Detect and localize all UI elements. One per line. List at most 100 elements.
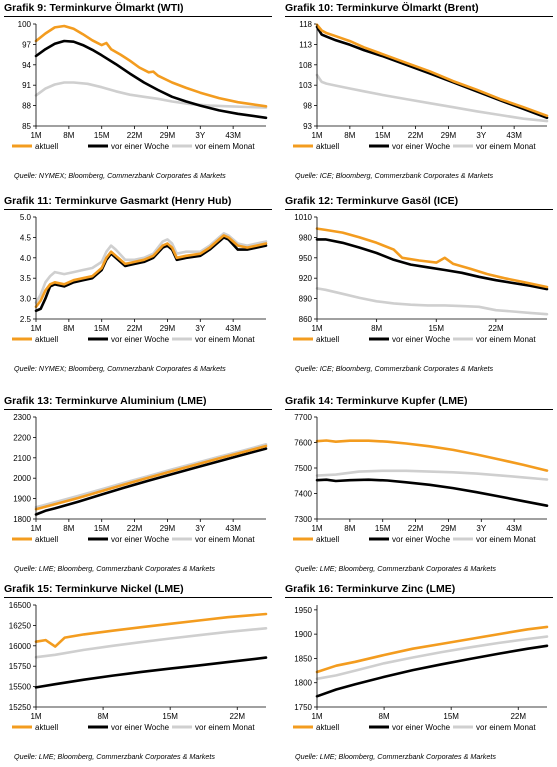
legend-label: aktuell: [316, 535, 339, 544]
y-tick-label: 4.0: [20, 254, 32, 263]
x-tick-label: 22M: [510, 712, 526, 721]
y-tick-label: 15250: [9, 703, 32, 712]
x-tick-label: 29M: [160, 524, 176, 533]
x-tick-label: 1M: [30, 524, 41, 533]
series-line: [34, 447, 268, 516]
y-tick-label: 15750: [9, 662, 32, 671]
chart-title: Grafik 14: Terminkurve Kupfer (LME): [285, 395, 553, 410]
y-tick-label: 7500: [294, 464, 312, 473]
series-line: [34, 234, 268, 309]
legend-label: aktuell: [35, 723, 58, 732]
x-tick-label: 29M: [160, 131, 176, 140]
series-line: [315, 644, 549, 698]
x-tick-label: 8M: [98, 712, 109, 721]
x-tick-label: 1M: [30, 712, 41, 721]
grafik-label: Grafik: [4, 195, 35, 207]
chart-number: 15:: [37, 583, 53, 595]
x-tick-label: 43M: [225, 524, 241, 533]
chart-number: 13:: [37, 395, 53, 407]
x-tick-label: 15M: [94, 131, 110, 140]
y-tick-label: 113: [299, 40, 312, 49]
x-tick-label: 3Y: [195, 524, 205, 533]
x-tick-label: 8M: [379, 712, 390, 721]
y-tick-label: 118: [299, 20, 312, 29]
legend-label: aktuell: [35, 535, 58, 544]
chart-number: 16:: [318, 583, 334, 595]
y-tick-label: 2.5: [20, 315, 32, 324]
y-tick-label: 1900: [13, 495, 31, 504]
y-tick-label: 16000: [9, 642, 32, 651]
x-tick-label: 3Y: [476, 524, 486, 533]
series-line: [315, 287, 549, 316]
chart-title-text: Terminkurve Kupfer (LME): [336, 395, 468, 407]
chart-title-text: Terminkurve Zinc (LME): [336, 583, 456, 595]
series-line: [315, 238, 549, 291]
chart-svg: 15250 15500 15750 16000 16250 16500 1M 8M 15M 22M…: [9, 601, 268, 732]
y-tick-label: 108: [299, 61, 313, 70]
chart-source: Quelle: LME; Bloomberg, Commerzbank Corp…: [14, 564, 215, 573]
series-line: [34, 627, 268, 659]
x-tick-label: 29M: [160, 324, 176, 333]
chart-title-text: Terminkurve Ölmarkt (WTI): [49, 2, 184, 14]
chart-number: 12:: [318, 195, 334, 207]
x-tick-label: 3Y: [195, 324, 205, 333]
x-tick-label: 8M: [371, 324, 382, 333]
series-line: [315, 625, 549, 674]
x-tick-label: 43M: [225, 324, 241, 333]
x-tick-label: 8M: [344, 131, 355, 140]
y-tick-label: 920: [299, 274, 313, 283]
x-tick-label: 15M: [375, 524, 391, 533]
legend-label: aktuell: [316, 335, 339, 344]
y-tick-label: 980: [299, 233, 313, 242]
x-tick-label: 8M: [63, 324, 74, 333]
x-tick-label: 15M: [94, 524, 110, 533]
y-tick-label: 1750: [294, 703, 312, 712]
y-tick-label: 103: [299, 81, 313, 90]
y-tick-label: 1900: [294, 630, 312, 639]
y-tick-label: 860: [299, 315, 313, 324]
series-line: [315, 478, 549, 507]
series-line: [34, 24, 268, 108]
y-tick-label: 16250: [9, 621, 32, 630]
x-tick-label: 3Y: [195, 131, 205, 140]
chart-title: Grafik 9: Terminkurve Ölmarkt (WTI): [4, 2, 272, 17]
legend-label: vor einer Woche: [392, 535, 451, 544]
series-line: [34, 656, 268, 689]
x-tick-label: 8M: [344, 524, 355, 533]
x-tick-label: 15M: [375, 131, 391, 140]
series-line: [34, 39, 268, 120]
x-tick-label: 43M: [506, 131, 522, 140]
x-tick-label: 15M: [94, 324, 110, 333]
x-tick-label: 43M: [506, 524, 522, 533]
x-tick-label: 1M: [311, 524, 322, 533]
chart-source: Quelle: LME; Bloomberg, Commerzbank Corp…: [14, 752, 215, 761]
legend-label: aktuell: [35, 335, 58, 344]
chart-source: Quelle: NYMEX; Bloomberg, Commerzbank Co…: [14, 364, 226, 373]
chart-svg: 1750 1800 1850 1900 1950 1M 8M 15M 22M aktuell vor…: [293, 605, 549, 732]
legend-label: vor einem Monat: [195, 535, 255, 544]
y-tick-label: 4.5: [20, 233, 32, 242]
x-tick-label: 1M: [311, 324, 322, 333]
grafik-label: Grafik: [4, 583, 35, 595]
y-tick-label: 3.5: [20, 274, 32, 283]
y-tick-label: 1950: [294, 606, 312, 615]
chart-title: Grafik 16: Terminkurve Zinc (LME): [285, 583, 553, 598]
y-tick-label: 100: [18, 20, 32, 29]
chart-title: Grafik 12: Terminkurve Gasöl (ICE): [285, 195, 553, 210]
chart-source: Quelle: ICE; Bloomberg, Commerzbank Corp…: [295, 364, 494, 373]
chart-svg: 93 98 103 108 113 118 1M 8M 15M 22M 29M 3Y 43M aktuel…: [293, 20, 549, 151]
series-line: [315, 469, 549, 481]
x-tick-label: 22M: [229, 712, 245, 721]
y-tick-label: 91: [22, 81, 31, 90]
legend-label: vor einer Woche: [111, 335, 170, 344]
legend-label: vor einem Monat: [195, 723, 255, 732]
legend-label: vor einer Woche: [111, 535, 170, 544]
x-tick-label: 22M: [408, 524, 424, 533]
chart-svg: 860 890 920 950 980 1010 1M 8M 15M 22M aktuell vor …: [293, 213, 549, 344]
y-tick-label: 1010: [294, 213, 312, 222]
legend-label: vor einem Monat: [476, 535, 536, 544]
legend-label: vor einer Woche: [392, 335, 451, 344]
chart-title: Grafik 15: Terminkurve Nickel (LME): [4, 583, 272, 598]
series-line: [34, 236, 268, 313]
chart-svg: 7300 7400 7500 7600 7700 1M 8M 15M 22M 29M 3Y 43M ak…: [293, 413, 549, 544]
